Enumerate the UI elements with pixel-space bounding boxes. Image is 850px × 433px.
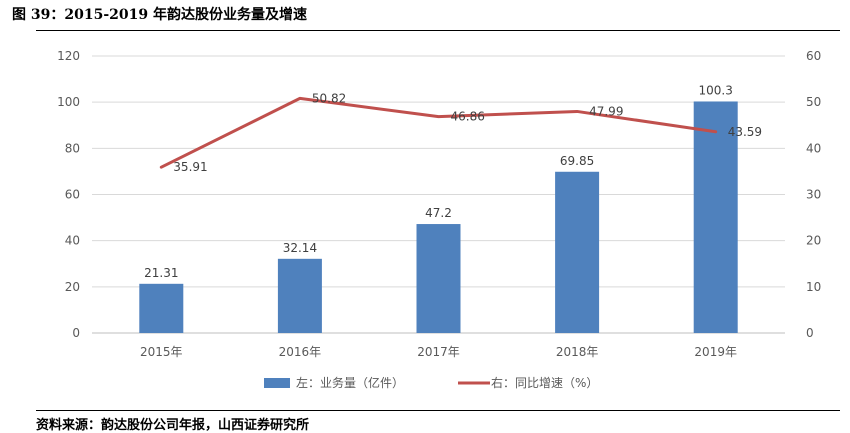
left-axis-tick-label: 120 [57, 49, 80, 63]
left-axis-tick-label: 100 [57, 95, 80, 109]
bar-value-label: 47.2 [425, 206, 452, 220]
source-note: 资料来源：韵达股份公司年报，山西证券研究所 [36, 418, 310, 433]
line-value-label: 46.86 [451, 110, 485, 124]
growth-line [159, 96, 718, 169]
right-axis-tick-label: 60 [806, 49, 821, 63]
left-axis-tick-label: 40 [65, 234, 80, 248]
right-axis-tick-label: 0 [806, 326, 814, 340]
line-data-labels: 35.91 50.82 46.86 47.99 43.59 [173, 91, 762, 174]
bar [416, 224, 461, 333]
x-axis-tick-label: 2015年 [140, 345, 183, 359]
bar-value-label: 21.31 [144, 266, 178, 280]
left-axis-tick-label: 80 [65, 141, 80, 155]
right-axis-tick-label: 30 [806, 188, 821, 202]
bottom-rule [36, 410, 840, 411]
x-axis-ticks: 2015年 2016年 2017年 2018年 2019年 [140, 345, 737, 359]
right-axis-tick-label: 50 [806, 95, 821, 109]
line-value-label: 35.91 [173, 160, 207, 174]
bar [277, 258, 322, 333]
legend: 左：业务量（亿件） 右：同比增速（%） [264, 375, 598, 390]
line-series [159, 96, 718, 169]
legend-bar-swatch [264, 378, 290, 388]
left-axis-tick-label: 20 [65, 280, 80, 294]
right-axis-tick-label: 40 [806, 141, 821, 155]
legend-bar-label: 左：业务量（亿件） [296, 375, 404, 390]
line-value-label: 50.82 [312, 91, 346, 105]
top-rule [36, 30, 840, 31]
x-axis-tick-label: 2019年 [694, 345, 737, 359]
figure-title: 图 39：2015-2019 年韵达股份业务量及增速 [12, 7, 307, 23]
line-value-label: 43.59 [728, 125, 762, 139]
bar-value-label: 100.3 [699, 83, 733, 97]
x-axis-tick-label: 2016年 [279, 345, 322, 359]
bar-data-labels: 21.31 32.14 47.2 69.85 100.3 [144, 83, 733, 279]
left-axis-tick-label: 0 [72, 326, 80, 340]
bar [555, 171, 600, 333]
right-axis-ticks: 0 10 20 30 40 50 60 [806, 49, 821, 340]
bar-value-label: 69.85 [560, 154, 594, 168]
bar [139, 283, 184, 333]
left-axis-ticks: 0 20 40 60 80 100 120 [57, 49, 80, 340]
x-axis-tick-label: 2017年 [417, 345, 460, 359]
legend-line-label: 右：同比增速（%） [491, 375, 598, 390]
bar-value-label: 32.14 [283, 241, 317, 255]
left-axis-tick-label: 60 [65, 188, 80, 202]
x-axis-tick-label: 2018年 [556, 345, 599, 359]
bar [693, 101, 738, 333]
right-axis-tick-label: 20 [806, 234, 821, 248]
right-axis-tick-label: 10 [806, 280, 821, 294]
line-value-label: 47.99 [589, 104, 623, 118]
bar-series [139, 101, 738, 333]
